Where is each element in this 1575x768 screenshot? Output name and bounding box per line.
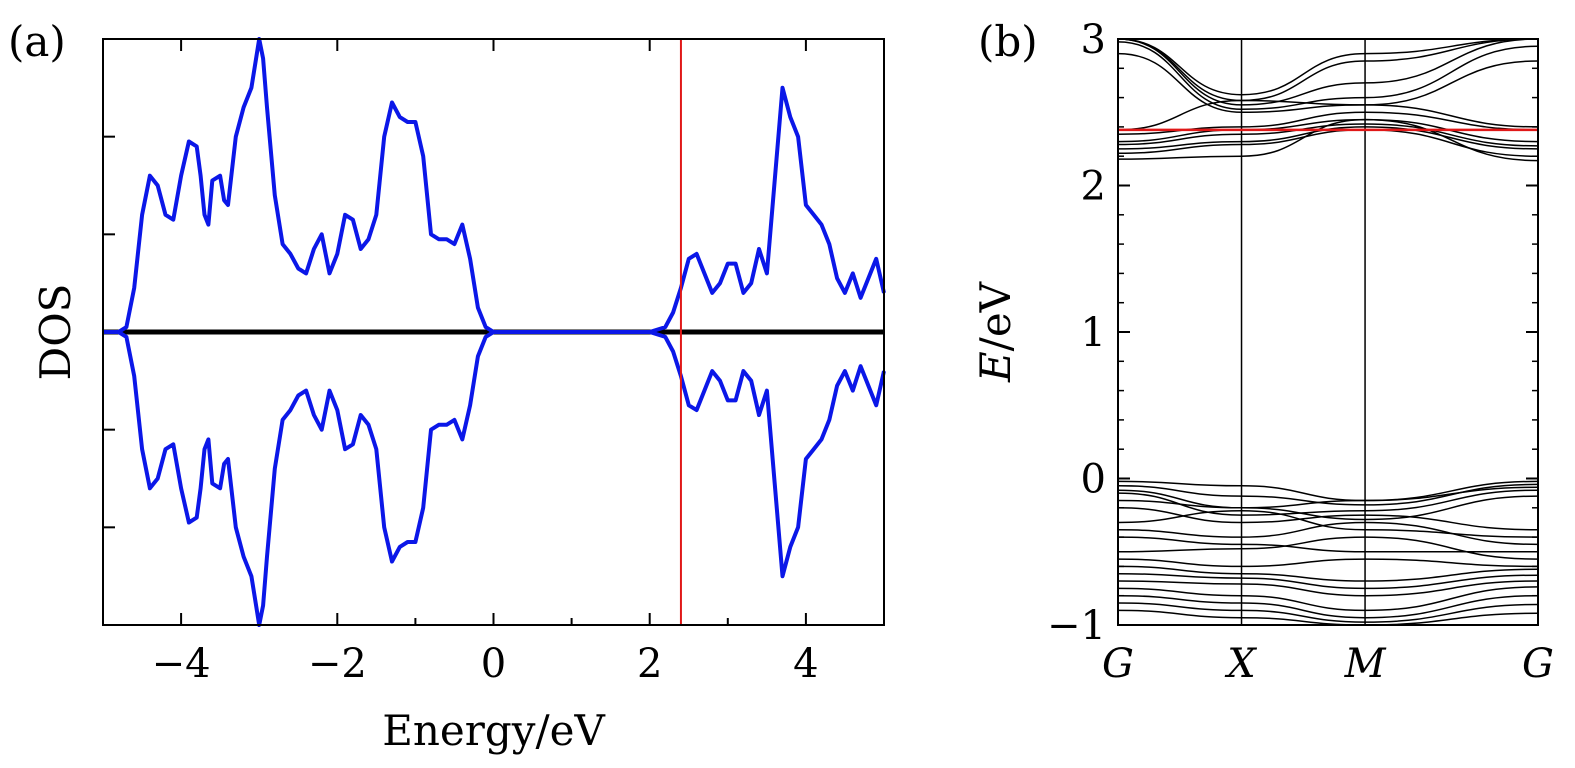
band-line <box>1118 565 1538 582</box>
band-y-tick-label: 2 <box>1081 164 1106 210</box>
band-lines-group <box>1118 39 1538 625</box>
band-line <box>1118 480 1538 502</box>
band-line <box>1118 129 1538 157</box>
band-line <box>1118 572 1538 590</box>
band-structure-panel: (b) −1 0 1 2 3 G X M G E/eV <box>971 17 1554 687</box>
dos-panel: (a) −4 −2 0 2 4 Energy/eV DOS <box>8 17 886 755</box>
band-y-axis-var: E <box>971 351 1020 383</box>
band-line <box>1118 586 1538 612</box>
band-line <box>1118 39 1538 96</box>
band-line <box>1118 536 1538 560</box>
band-y-tick-label: −1 <box>1047 603 1106 649</box>
dos-plot-frame <box>102 38 885 626</box>
band-line <box>1118 558 1538 568</box>
dos-x-tick-label: 2 <box>637 641 662 687</box>
band-line <box>1118 580 1538 597</box>
band-kpoint-label: G <box>1102 641 1134 687</box>
band-line <box>1118 52 1538 114</box>
panel-b-label: (b) <box>978 17 1038 66</box>
band-line <box>1118 521 1538 546</box>
band-y-tick-labels: −1 0 1 2 3 <box>1047 17 1106 649</box>
band-line <box>1118 39 1538 102</box>
band-ticks <box>1118 38 1538 626</box>
band-kpoint-lines <box>1240 39 1366 625</box>
dos-series-spin-down <box>103 330 886 627</box>
panel-a-label: (a) <box>8 17 66 66</box>
band-line <box>1118 495 1538 521</box>
dos-x-tick-label: 0 <box>481 641 506 687</box>
band-line <box>1118 118 1538 162</box>
band-y-axis-title: E/eV <box>971 281 1020 383</box>
band-y-tick-label: 0 <box>1081 457 1106 503</box>
band-line <box>1118 609 1538 625</box>
band-line <box>1118 594 1538 619</box>
band-y-axis-unit: /eV <box>971 281 1020 351</box>
band-line <box>1118 126 1538 150</box>
band-y-tick-label: 1 <box>1081 310 1106 356</box>
band-kpoint-label: G <box>1522 641 1554 687</box>
dos-x-tick-labels: −4 −2 0 2 4 <box>152 641 819 687</box>
dos-y-axis-title: DOS <box>31 284 80 381</box>
dos-series-spin-up <box>103 37 886 334</box>
band-line <box>1118 536 1538 553</box>
dos-x-axis-title: Energy/eV <box>382 706 605 755</box>
dos-x-tick-label: −4 <box>152 641 211 687</box>
band-line <box>1118 509 1538 538</box>
band-line <box>1118 39 1538 106</box>
band-line <box>1118 99 1538 131</box>
band-line <box>1118 41 1538 111</box>
band-plot-frame <box>1117 38 1539 626</box>
band-line <box>1118 602 1538 623</box>
dos-x-tick-label: 4 <box>793 641 818 687</box>
band-line <box>1118 123 1538 147</box>
band-line <box>1118 118 1538 143</box>
band-line <box>1118 486 1538 509</box>
band-kpoint-label: M <box>1344 641 1387 687</box>
dos-series-group <box>103 37 886 627</box>
band-y-tick-label: 3 <box>1081 17 1106 63</box>
dos-x-tick-label: −2 <box>308 641 367 687</box>
band-kpoint-label: X <box>1224 641 1257 687</box>
